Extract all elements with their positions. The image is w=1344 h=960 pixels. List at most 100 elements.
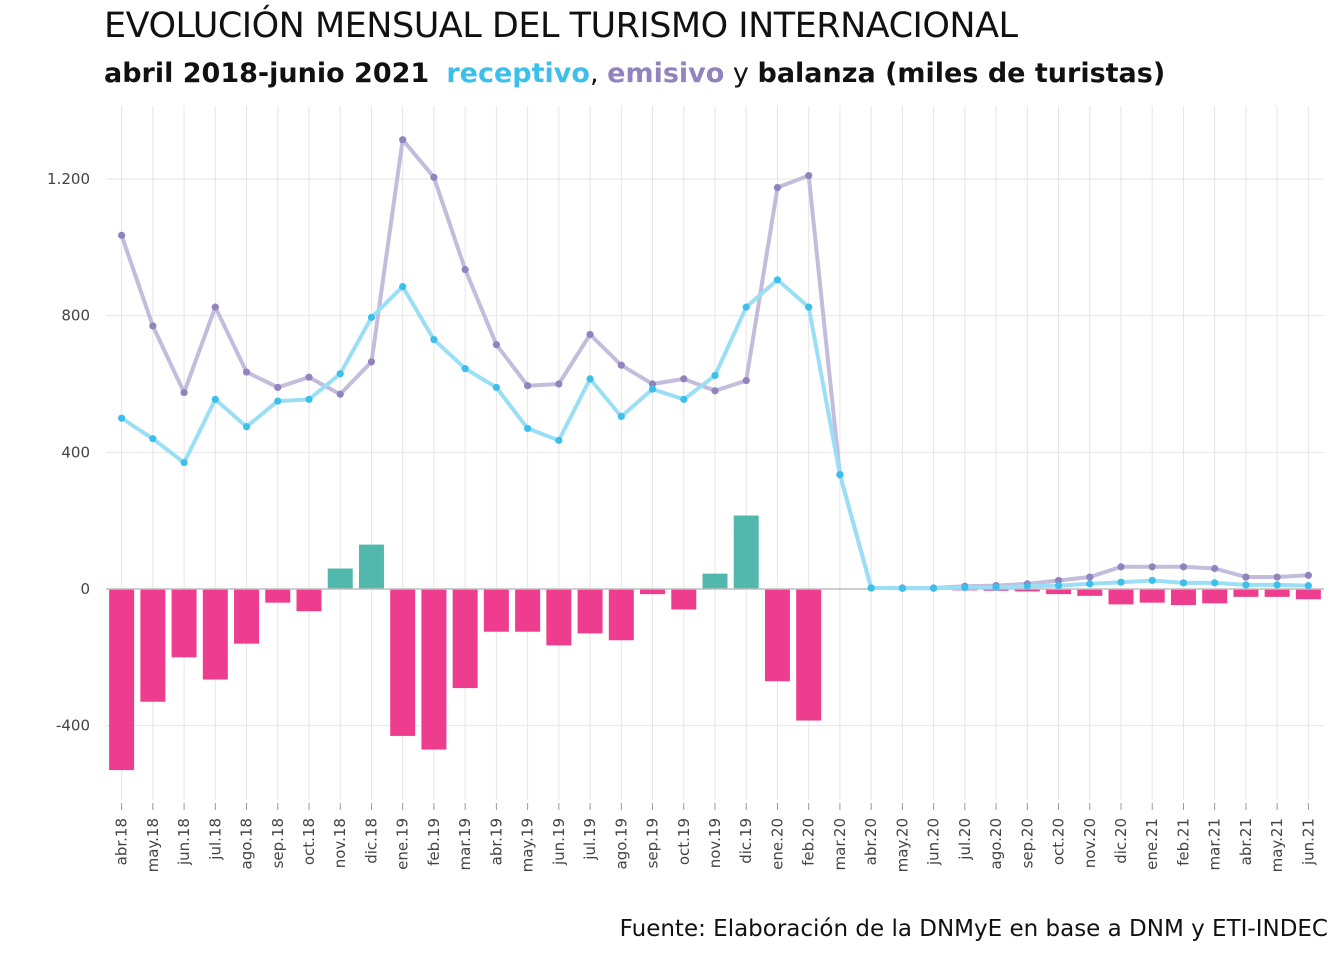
point-receptivo (1023, 582, 1031, 590)
point-receptivo (274, 397, 282, 405)
x-tick-label: sep.19 (644, 818, 662, 868)
legend-receptivo: receptivo (446, 58, 590, 89)
point-receptivo (1179, 579, 1188, 587)
point-emisivo (367, 358, 376, 366)
bar-balanza (358, 544, 384, 589)
x-tick-label: may.19 (519, 818, 537, 872)
point-receptivo (898, 584, 906, 592)
legend-emisivo: emisivo (607, 58, 725, 89)
bar-balanza (483, 589, 509, 632)
x-tick-label: ene.21 (1143, 818, 1161, 870)
point-emisivo (586, 330, 594, 339)
bar-balanza (1046, 589, 1072, 595)
point-emisivo (524, 382, 532, 390)
point-emisivo (711, 387, 719, 395)
bar-balanza (265, 589, 291, 603)
point-emisivo (1211, 564, 1219, 573)
bar-balanza (546, 589, 572, 646)
point-receptivo (1211, 579, 1219, 587)
x-tick-label: oct.20 (1050, 818, 1068, 865)
point-emisivo (680, 375, 688, 383)
x-tick-label: abr.18 (113, 818, 131, 865)
point-receptivo (399, 283, 407, 291)
chart-caption: Fuente: Elaboración de la DNMyE en base … (619, 916, 1328, 942)
bar-balanza (109, 589, 135, 771)
point-receptivo (492, 383, 500, 392)
point-receptivo (680, 395, 688, 403)
point-receptivo (305, 395, 313, 403)
bar-balanza (1077, 589, 1103, 596)
x-tick-label: dic.19 (737, 818, 755, 864)
point-receptivo (367, 313, 376, 321)
bar-balanza (796, 589, 822, 721)
point-receptivo (1054, 581, 1063, 590)
bar-balanza (296, 589, 322, 612)
point-receptivo (118, 414, 126, 422)
point-emisivo (305, 373, 313, 381)
x-tick-label: jul.20 (956, 818, 974, 861)
x-tick-label: oct.19 (675, 818, 693, 865)
y-tick-label: 800 (61, 307, 90, 325)
point-emisivo (492, 341, 500, 349)
legend-balanza: balanza (miles de turistas) (757, 58, 1166, 89)
x-tick-label: ago.18 (238, 818, 256, 869)
x-tick-label: ene.20 (768, 818, 786, 870)
x-tick-label: feb.20 (800, 818, 818, 866)
x-tick-label: sep.20 (1018, 818, 1036, 868)
x-tick-label: sep.18 (269, 818, 287, 868)
x-tick-label: jun.19 (550, 818, 568, 866)
point-emisivo (1054, 576, 1063, 585)
point-receptivo (867, 584, 875, 592)
x-tick-label: feb.21 (1174, 818, 1192, 866)
point-emisivo (1086, 573, 1094, 581)
bar-balanza (327, 568, 353, 589)
point-receptivo (992, 583, 1000, 591)
point-receptivo (711, 371, 719, 380)
point-receptivo (430, 335, 438, 344)
subtitle-y: y (732, 58, 749, 89)
x-tick-label: ene.19 (394, 818, 412, 870)
point-emisivo (461, 265, 469, 274)
point-emisivo (617, 361, 625, 369)
x-tick-label: jun.18 (175, 818, 193, 866)
point-emisivo (430, 173, 438, 181)
point-receptivo (1086, 580, 1094, 588)
point-emisivo (805, 171, 813, 180)
bar-balanza (421, 589, 447, 750)
bar-balanza (1202, 589, 1228, 604)
point-emisivo (1273, 573, 1281, 581)
y-tick-label: 1.200 (47, 170, 90, 188)
point-emisivo (648, 380, 657, 388)
y-tick-label: 0 (80, 580, 90, 598)
point-receptivo (648, 385, 657, 393)
point-emisivo (149, 322, 157, 330)
x-tick-label: nov.18 (331, 818, 349, 868)
bar-balanza (640, 589, 666, 595)
x-tick-label: feb.19 (425, 818, 443, 866)
bar-balanza (171, 589, 197, 658)
bar-balanza (1170, 589, 1196, 606)
point-emisivo (211, 303, 219, 311)
x-tick-label: abr.20 (862, 818, 880, 865)
subtitle-period: abril 2018-junio 2021 (104, 58, 430, 89)
point-receptivo (180, 458, 188, 467)
x-tick-label: mar.20 (831, 818, 849, 870)
bar-balanza (515, 589, 541, 632)
bar-balanza (1108, 589, 1134, 605)
x-tick-label: dic.18 (362, 818, 380, 864)
x-tick-label: abr.21 (1237, 818, 1255, 865)
bar-balanza (1139, 589, 1165, 603)
x-tick-label: mar.19 (456, 818, 474, 870)
x-tick-label: nov.19 (706, 818, 724, 868)
x-tick-label: ago.19 (612, 818, 630, 869)
x-tick-label: jul.18 (206, 818, 224, 861)
point-receptivo (836, 470, 844, 479)
point-receptivo (773, 276, 782, 284)
point-receptivo (211, 395, 219, 403)
y-tick-label: -400 (56, 717, 90, 735)
point-receptivo (805, 303, 813, 311)
point-receptivo (1117, 578, 1125, 586)
point-emisivo (1117, 563, 1125, 571)
point-emisivo (773, 183, 782, 192)
